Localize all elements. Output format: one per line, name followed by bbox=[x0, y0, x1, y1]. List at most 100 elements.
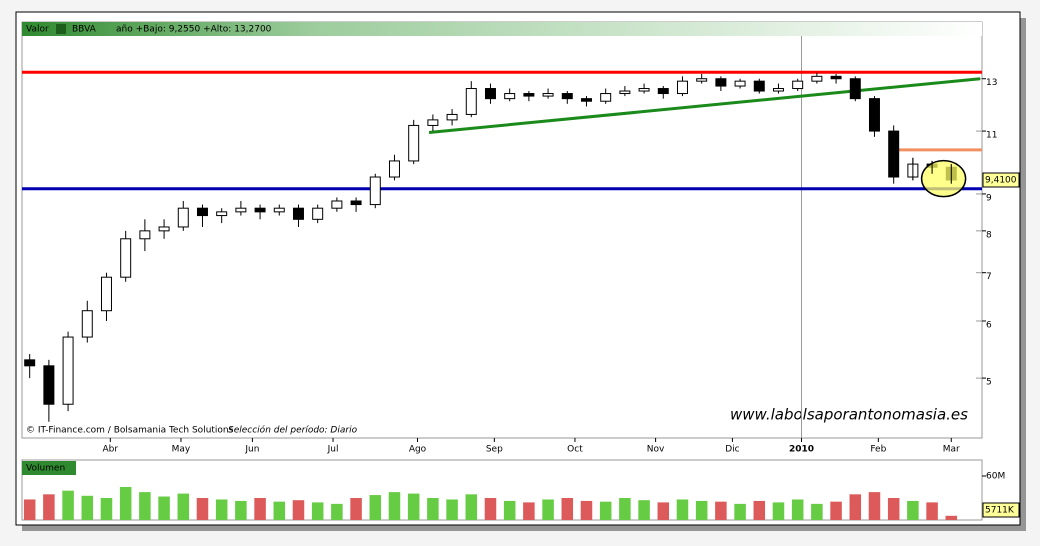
volume-bar bbox=[81, 495, 94, 520]
x-tick-label: Ago bbox=[409, 445, 427, 455]
candle-body bbox=[331, 200, 343, 209]
y-tick-label: 13 bbox=[986, 78, 997, 88]
volume-bar bbox=[158, 496, 170, 520]
volume-bar bbox=[830, 501, 842, 520]
y-tick-label: 6 bbox=[986, 320, 992, 330]
volume-bar bbox=[254, 497, 266, 520]
y-tick-label: 7 bbox=[986, 272, 992, 282]
x-tick-label: Dic bbox=[725, 445, 739, 455]
volume-bar bbox=[580, 500, 593, 520]
volume-bar bbox=[619, 497, 631, 520]
candle-body bbox=[139, 230, 151, 240]
candle-body bbox=[235, 207, 247, 213]
candle-body bbox=[216, 211, 228, 217]
volume-bar bbox=[196, 497, 209, 520]
volume-bar bbox=[427, 497, 439, 520]
candle-body bbox=[292, 207, 304, 220]
candle-body bbox=[196, 207, 208, 217]
candle-body bbox=[772, 88, 784, 92]
footer-period: Selección del período: Diario bbox=[228, 425, 358, 436]
candle-body bbox=[81, 310, 93, 338]
x-tick-label: Abr bbox=[103, 445, 119, 455]
price-tag bbox=[982, 172, 1020, 188]
volume-title: Volumen bbox=[26, 464, 65, 474]
volume-bar bbox=[484, 497, 497, 520]
x-tick-label: Feb bbox=[870, 445, 886, 455]
x-tick-label: 2010 bbox=[789, 445, 814, 455]
candle-body bbox=[696, 78, 708, 82]
candle-body bbox=[43, 365, 55, 405]
volume-bar bbox=[43, 494, 55, 520]
candle-body bbox=[734, 80, 746, 87]
candle-body bbox=[849, 78, 861, 100]
volume-bar bbox=[62, 490, 74, 520]
volume-bar bbox=[945, 515, 958, 520]
candle-body bbox=[868, 98, 880, 132]
candle-body bbox=[542, 93, 554, 97]
candle-body bbox=[24, 359, 36, 367]
highlight-circle bbox=[920, 159, 967, 198]
x-tick-label: Nov bbox=[647, 445, 665, 455]
volume-bar bbox=[503, 500, 516, 520]
volume-bar bbox=[388, 492, 401, 520]
x-tick-label: May bbox=[172, 445, 191, 455]
x-tick-label: Sep bbox=[486, 445, 503, 455]
candle-body bbox=[369, 176, 381, 206]
candle-body bbox=[811, 75, 823, 82]
volume-bar bbox=[695, 500, 708, 520]
volume-bar bbox=[407, 493, 420, 520]
candle-body bbox=[158, 226, 170, 232]
y-tick-label: 11 bbox=[986, 131, 997, 141]
candle-body bbox=[792, 80, 804, 90]
candle-body bbox=[120, 238, 132, 278]
volume-bar bbox=[599, 501, 612, 520]
candle-body bbox=[273, 207, 285, 213]
header-range: año +Bajo: 9,2550 +Alto: 13,2700 bbox=[116, 25, 272, 35]
volume-bar bbox=[849, 494, 862, 520]
header-ticker: BBVA bbox=[72, 25, 97, 35]
volume-bar bbox=[139, 492, 151, 520]
volume-bar bbox=[119, 486, 132, 520]
y-tick-label: 9 bbox=[986, 193, 992, 203]
volume-bar bbox=[791, 499, 804, 520]
header-bar bbox=[22, 22, 982, 36]
volume-bar bbox=[350, 497, 362, 520]
volume-bar bbox=[177, 493, 190, 520]
candle-body bbox=[715, 78, 727, 87]
volume-bar bbox=[523, 502, 535, 520]
candle-body bbox=[619, 90, 631, 95]
candle-body bbox=[657, 88, 669, 95]
candle-body bbox=[177, 207, 189, 228]
watermark: www.labolsaporantonomasia.es bbox=[730, 406, 968, 424]
candle-body bbox=[753, 80, 765, 92]
candle-body bbox=[388, 160, 400, 178]
y-tick-label: 5 bbox=[986, 378, 992, 388]
volume-bar bbox=[215, 499, 228, 520]
candle-body bbox=[561, 93, 573, 100]
y-tick-label: 8 bbox=[986, 230, 992, 240]
candle-body bbox=[888, 130, 900, 178]
header-label: Valor bbox=[26, 25, 49, 35]
trend-line bbox=[428, 77, 981, 134]
price-tag-label: 9,4100 bbox=[985, 175, 1017, 185]
volume-tag-label: 5711K bbox=[985, 506, 1015, 516]
candle-body bbox=[638, 88, 650, 92]
volume-bar bbox=[311, 502, 324, 520]
volume-bar bbox=[273, 501, 286, 520]
candle-body bbox=[676, 80, 688, 95]
volume-bar bbox=[772, 502, 785, 520]
footer-credit: © IT-Finance.com / Bolsamania Tech Solut… bbox=[26, 426, 234, 436]
volume-bar bbox=[907, 500, 919, 520]
candle-body bbox=[408, 124, 420, 162]
volume-bar bbox=[811, 503, 823, 520]
volume-bar bbox=[23, 499, 36, 520]
candle-body bbox=[312, 207, 324, 220]
candle-body bbox=[100, 276, 112, 312]
volume-bar bbox=[926, 502, 938, 520]
candle-body bbox=[254, 207, 266, 213]
volume-bar bbox=[292, 500, 305, 520]
volume-bar bbox=[331, 503, 343, 520]
volume-bar bbox=[753, 500, 766, 520]
candle-body bbox=[523, 93, 535, 97]
